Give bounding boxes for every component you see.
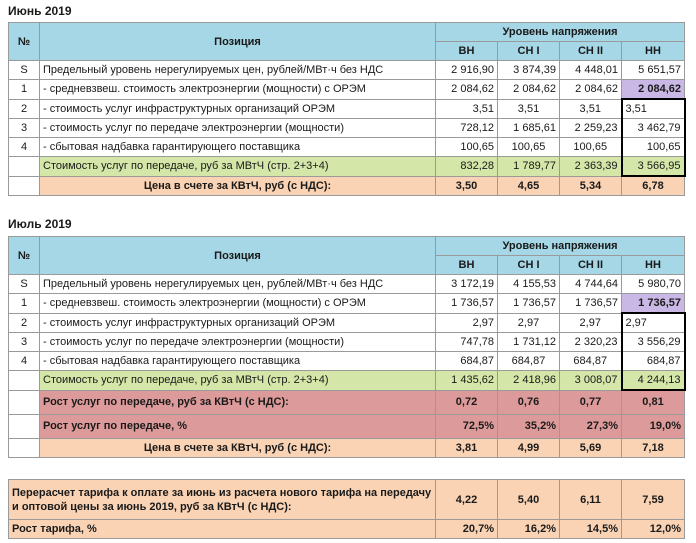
highlighted-cell: 1 736,57 (621, 293, 685, 314)
col-header-nn: НН (621, 255, 685, 275)
price-row: Цена в счете за КВтЧ, руб (с НДС): 3,50 … (8, 175, 685, 196)
col-header-vn: ВН (435, 41, 498, 61)
table-row: 2 - стоимость услуг инфраструктурных орг… (8, 312, 686, 333)
table-row: 2 - стоимость услуг инфраструктурных орг… (8, 98, 686, 119)
col-header-nn: НН (621, 41, 685, 61)
col-header-sn1: СН I (497, 255, 560, 275)
table-row: S Предельный уровень нерегулируемых цен,… (8, 60, 685, 80)
recalc-table: Перерасчет тарифа к оплате за июнь из ра… (8, 479, 685, 539)
june-table: № Позиция Уровень напряжения ВН СН I СН … (8, 22, 686, 196)
july-title: Июль 2019 (8, 217, 72, 231)
growth-pct-row: Рост услуг по передаче, % 72,5% 35,2% 27… (8, 413, 685, 439)
cost-row: Стоимость услуг по передаче, руб за МВтЧ… (8, 370, 686, 391)
june-title: Июнь 2019 (8, 4, 72, 18)
highlighted-cell: 2 084,62 (621, 79, 685, 100)
col-header-voltage-level: Уровень напряжения (435, 236, 685, 256)
col-header-no: № (8, 22, 40, 61)
recalc-row: Перерасчет тарифа к оплате за июнь из ра… (8, 479, 685, 520)
col-header-sn1: СН I (497, 41, 560, 61)
cost-row: Стоимость услуг по передаче, руб за МВтЧ… (8, 156, 686, 177)
growth-rub-row: Рост услуг по передаче, руб за КВтЧ (с Н… (8, 389, 685, 415)
col-header-position: Позиция (39, 236, 436, 275)
tariff-growth-row: Рост тарифа, % 20,7% 16,2% 14,5% 12,0% (8, 519, 685, 539)
july-table: № Позиция Уровень напряжения ВН СН I СН … (8, 236, 686, 458)
table-row: 1 - средневзвеш. стоимость электроэнерги… (8, 79, 685, 100)
col-header-position: Позиция (39, 22, 436, 61)
col-header-sn2: СН II (559, 41, 622, 61)
col-header-sn2: СН II (559, 255, 622, 275)
table-row: 4 - сбытовая надбавка гарантирующего пос… (8, 137, 686, 157)
col-header-no: № (8, 236, 40, 275)
table-row: 4 - сбытовая надбавка гарантирующего пос… (8, 351, 686, 371)
col-header-voltage-level: Уровень напряжения (435, 22, 685, 42)
table-row: 3 - стоимость услуг по передаче электроэ… (8, 118, 686, 138)
table-row: S Предельный уровень нерегулируемых цен,… (8, 274, 685, 294)
price-row: Цена в счете за КВтЧ, руб (с НДС): 3,81 … (8, 437, 685, 458)
table-row: 3 - стоимость услуг по передаче электроэ… (8, 332, 686, 352)
table-row: 1 - средневзвеш. стоимость электроэнерги… (8, 293, 685, 314)
col-header-vn: ВН (435, 255, 498, 275)
